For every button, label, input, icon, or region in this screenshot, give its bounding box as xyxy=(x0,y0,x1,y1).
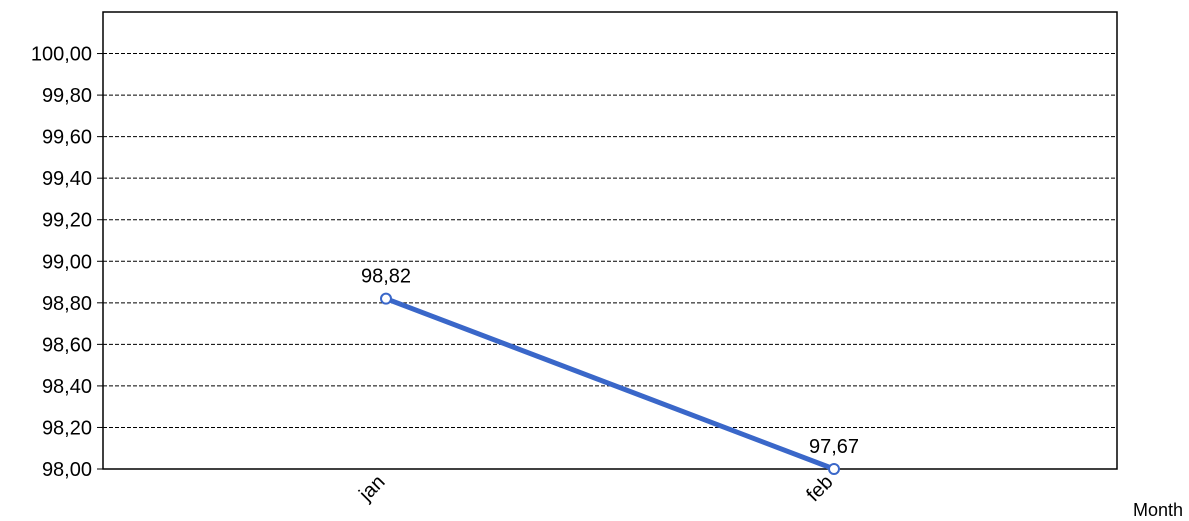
y-tick-label: 98,20 xyxy=(42,417,92,439)
y-tick-label: 98,00 xyxy=(42,459,92,481)
y-tick-label: 99,20 xyxy=(42,210,92,232)
y-tick-label: 99,00 xyxy=(42,251,92,273)
x-axis-title: Month xyxy=(1133,500,1183,520)
plot-area xyxy=(102,11,1118,470)
data-point-marker xyxy=(828,463,840,475)
x-tick-label: feb xyxy=(802,471,837,506)
y-tick-label: 100,00 xyxy=(31,44,92,66)
data-label: 98,82 xyxy=(361,266,411,288)
series xyxy=(380,292,840,475)
y-tick-label: 98,40 xyxy=(42,376,92,398)
y-tick-label: 98,80 xyxy=(42,293,92,315)
y-axis-ticks: 98,00 98,20 98,40 98,60 98,80 99,00 99,20 99,40… xyxy=(31,44,103,481)
x-axis-ticks: jan feb xyxy=(354,471,837,506)
y-tick-label: 98,60 xyxy=(42,334,92,356)
y-tick-label: 99,80 xyxy=(42,85,92,107)
data-label: 97,67 xyxy=(809,436,859,458)
data-point-marker xyxy=(380,292,392,305)
y-tick-label: 99,40 xyxy=(42,168,92,190)
series-line xyxy=(385,296,835,472)
x-tick-label: jan xyxy=(354,471,389,506)
y-tick-label: 99,60 xyxy=(42,127,92,149)
data-labels: 98,82 97,67 xyxy=(361,266,859,458)
